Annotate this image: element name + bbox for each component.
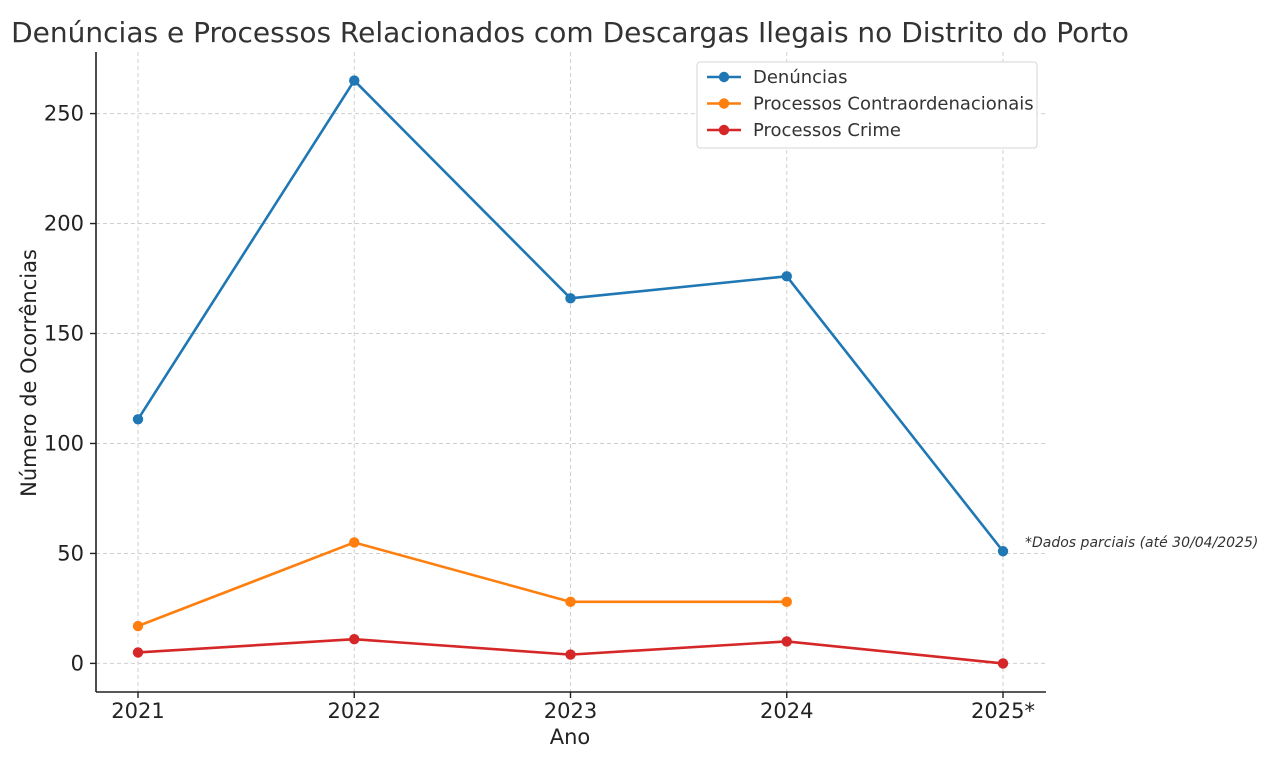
x-tick-label: 2023 — [544, 699, 597, 723]
x-tick-label: 2021 — [111, 699, 164, 723]
data-point — [349, 75, 360, 86]
x-tick-label: 2025* — [971, 699, 1035, 723]
chart-title: Denúncias e Processos Relacionados com D… — [11, 16, 1129, 49]
data-point — [781, 271, 792, 282]
data-point — [781, 636, 792, 647]
y-tick-label: 150 — [44, 322, 84, 346]
data-point — [132, 620, 144, 632]
data-point — [565, 649, 576, 660]
series-line — [137, 541, 787, 628]
legend-label: Denúncias — [753, 67, 847, 88]
annotation-text: *Dados parciais (até 30/04/2025) — [1025, 535, 1258, 551]
y-tick-label: 200 — [44, 212, 84, 236]
legend-label: Processos Crime — [753, 120, 901, 141]
y-axis-label: Número de Ocorrências — [17, 249, 41, 497]
data-point — [132, 414, 144, 425]
series-2 — [132, 537, 792, 632]
legend-label: Processos Contraordenacionais — [753, 94, 1034, 115]
axes: 0 50 100 150 200 250 2021 2022 2023 2024 2025* — [44, 52, 1046, 723]
series-3 — [132, 634, 1009, 669]
legend-swatch-marker — [718, 71, 730, 83]
series-lines — [132, 75, 1009, 669]
data-point — [997, 658, 1009, 669]
y-tick-label: 0 — [71, 651, 84, 675]
x-axis-label: Ano — [550, 725, 591, 749]
legend-swatch-marker — [718, 124, 730, 136]
legend-swatch-marker — [718, 98, 730, 109]
data-point — [349, 634, 360, 645]
annotations: *Dados parciais (até 30/04/2025) — [1025, 535, 1258, 551]
data-point — [781, 596, 792, 608]
legend-box — [696, 61, 1038, 149]
y-tick-label: 100 — [44, 431, 84, 455]
series-1 — [132, 75, 1009, 557]
x-tick-label: 2024 — [760, 699, 813, 723]
y-tick-label: 50 — [57, 541, 84, 565]
y-tick-label: 250 — [44, 102, 84, 126]
x-tick-label: 2022 — [328, 699, 381, 723]
data-point — [997, 546, 1009, 557]
data-point — [132, 647, 144, 658]
legend: Denúncias Processos Contraordenacionais Pr… — [696, 61, 1038, 149]
data-point — [349, 537, 360, 548]
data-point — [565, 596, 576, 608]
data-point — [565, 293, 576, 304]
